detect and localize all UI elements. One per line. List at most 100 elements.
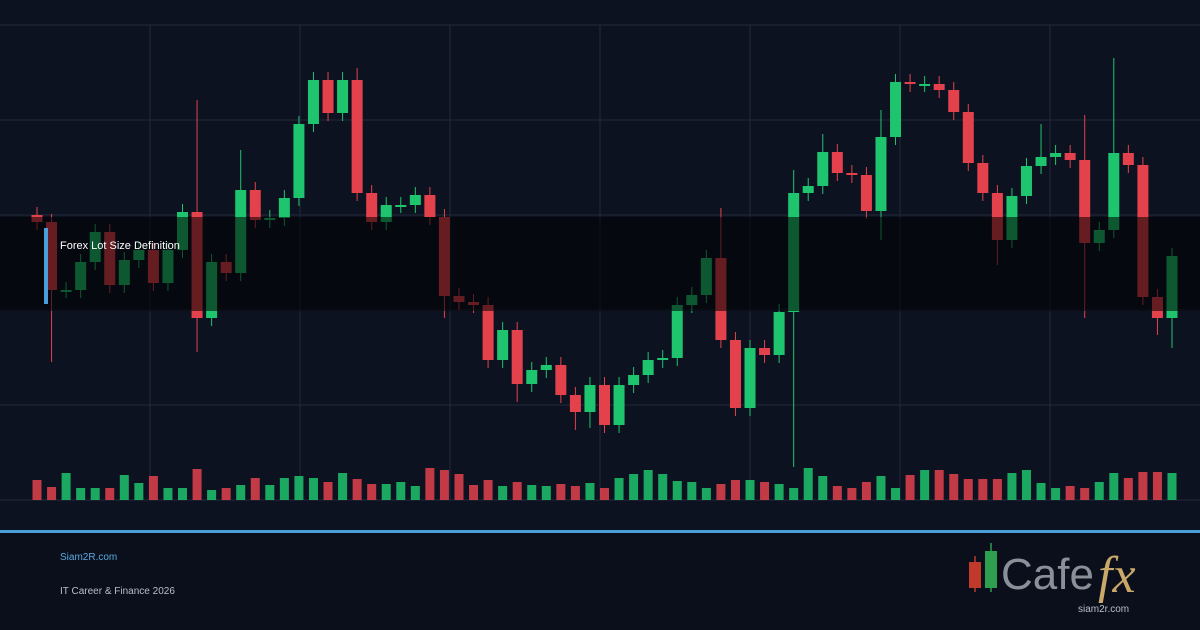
volume-bar bbox=[600, 488, 609, 500]
candle-body bbox=[977, 163, 989, 193]
logo-word: Cafe bbox=[1001, 550, 1094, 599]
candle-body bbox=[613, 385, 625, 425]
volume-bar bbox=[192, 469, 202, 500]
volume-bar bbox=[1123, 478, 1133, 500]
candle-body bbox=[249, 190, 261, 220]
candle-body bbox=[875, 137, 887, 211]
volume-bar bbox=[920, 470, 930, 500]
volume-bar bbox=[614, 478, 624, 500]
volumes bbox=[32, 468, 1177, 500]
volume-bar bbox=[687, 482, 697, 500]
candle-body bbox=[540, 365, 552, 370]
candle-body bbox=[657, 358, 669, 360]
volume-bar bbox=[745, 480, 755, 500]
volume-bar bbox=[250, 478, 260, 500]
candle-body bbox=[831, 152, 843, 173]
volume-bar bbox=[1094, 482, 1104, 500]
volume-bar bbox=[76, 488, 86, 500]
candle-body bbox=[278, 198, 290, 218]
candle-body bbox=[599, 385, 610, 425]
candle-body bbox=[322, 80, 334, 113]
candle-body bbox=[991, 193, 1003, 240]
volume-bar bbox=[556, 484, 566, 500]
candle-body bbox=[424, 195, 436, 217]
volume-bar bbox=[701, 488, 711, 500]
volume-bar bbox=[381, 484, 391, 500]
title-accent bbox=[44, 228, 48, 304]
volume-bar bbox=[207, 490, 217, 500]
footer-tagline: IT Career & Finance 2026 bbox=[60, 586, 175, 597]
volume-bar bbox=[221, 488, 231, 500]
candle-body bbox=[1064, 153, 1076, 160]
candle-body bbox=[904, 82, 916, 84]
candle-body bbox=[526, 370, 538, 384]
volume-bar bbox=[90, 488, 100, 500]
volume-bar bbox=[178, 488, 188, 500]
volume-bar bbox=[148, 476, 158, 500]
candle-body bbox=[890, 82, 902, 137]
volume-bar bbox=[730, 480, 740, 500]
candle-body bbox=[307, 80, 319, 124]
candle-body bbox=[628, 375, 640, 385]
volume-bar bbox=[1138, 472, 1148, 500]
footer-line bbox=[0, 530, 1200, 533]
candle-body bbox=[802, 186, 814, 193]
volume-bar bbox=[105, 488, 115, 500]
candle-body bbox=[569, 395, 581, 412]
volume-bar bbox=[454, 474, 464, 500]
candle-body bbox=[555, 365, 567, 395]
volume-bar bbox=[308, 478, 318, 500]
volume-bar bbox=[891, 488, 901, 500]
candle-body bbox=[933, 84, 945, 90]
volume-bar bbox=[1065, 486, 1075, 500]
volume-bar bbox=[541, 486, 551, 500]
candle-body bbox=[671, 305, 683, 358]
candle-body bbox=[1035, 157, 1047, 166]
volume-bar bbox=[1007, 473, 1017, 500]
volume-bar bbox=[279, 478, 289, 500]
logo-candle bbox=[969, 562, 981, 588]
volume-bar bbox=[1152, 472, 1162, 500]
volume-bar bbox=[861, 482, 871, 500]
volume-bar bbox=[367, 484, 377, 500]
candle-body bbox=[1020, 166, 1032, 196]
volume-bar bbox=[236, 485, 246, 500]
candle-body bbox=[366, 193, 378, 222]
volume-bar bbox=[61, 473, 71, 500]
volume-bar bbox=[774, 484, 784, 500]
volume-bar bbox=[1051, 488, 1061, 500]
volume-bar bbox=[672, 481, 682, 500]
logo-accent: fx bbox=[1098, 547, 1136, 604]
volume-bar bbox=[396, 482, 406, 500]
volume-bar bbox=[469, 485, 479, 500]
volume-bar bbox=[265, 485, 275, 500]
volume-bar bbox=[643, 470, 653, 500]
volume-bar bbox=[410, 486, 420, 500]
candle-body bbox=[482, 305, 494, 360]
logo-url: siam2r.com bbox=[1078, 604, 1129, 615]
candle-body bbox=[846, 173, 858, 175]
volume-bar bbox=[425, 468, 435, 500]
candle-body bbox=[584, 385, 596, 412]
volume-bar bbox=[949, 474, 959, 500]
logo-candle bbox=[985, 551, 997, 588]
volume-bar bbox=[992, 479, 1002, 500]
candle-body bbox=[351, 80, 363, 193]
volume-bar bbox=[483, 480, 493, 500]
candle-body bbox=[759, 348, 771, 355]
candle-body bbox=[817, 152, 829, 186]
volume-bar bbox=[934, 470, 944, 500]
volume-bar bbox=[1080, 488, 1090, 500]
volume-bar bbox=[439, 470, 449, 500]
candle-body bbox=[919, 84, 931, 86]
candle-body bbox=[1122, 153, 1134, 165]
volume-bar bbox=[847, 488, 857, 500]
volume-bar bbox=[905, 475, 915, 500]
volume-bar bbox=[352, 479, 362, 500]
candle-body bbox=[293, 124, 305, 198]
logo: Cafe fx siam2r.com bbox=[969, 543, 1136, 615]
volume-bar bbox=[978, 479, 988, 500]
volume-bar bbox=[818, 476, 828, 500]
